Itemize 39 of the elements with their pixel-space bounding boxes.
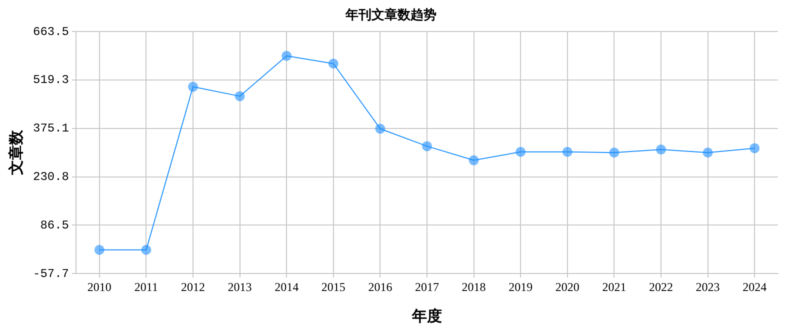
x-tick-label: 2013	[228, 280, 252, 294]
point	[94, 244, 104, 255]
x-tick-label: 2022	[649, 280, 673, 294]
x-tick-label: 2011	[134, 280, 158, 294]
x-tick-label: 2024	[742, 280, 767, 294]
point	[702, 148, 713, 158]
y-tick-label: 375.1	[32, 122, 70, 136]
point	[609, 148, 620, 158]
y-tick-label: 519.3	[32, 73, 70, 88]
y-axis-title: 文章数	[6, 129, 25, 176]
point	[422, 141, 432, 152]
y-tick-label: -57.7	[32, 266, 70, 281]
point	[234, 91, 245, 102]
x-tick-label: 2012	[181, 280, 206, 294]
point	[188, 82, 198, 92]
x-tick-label: 2015	[321, 280, 346, 294]
point	[328, 58, 338, 69]
x-tick-label: 2019	[508, 280, 533, 294]
point	[750, 143, 760, 154]
x-axis-title: 年度	[411, 306, 442, 325]
x-tick-label: 2021	[602, 280, 626, 294]
x-tick-label: 2017	[415, 280, 440, 294]
x-tick-label: 2018	[462, 280, 486, 294]
y-tick-label: 86.5	[40, 218, 70, 232]
y-tick-label: 230.8	[32, 170, 70, 184]
x-tick-label: 2016	[368, 280, 392, 294]
chart-title: 年刊文章数趋势	[344, 7, 436, 22]
x-tick-label: 2010	[87, 280, 112, 294]
point	[468, 155, 479, 166]
x-tick-label: 2014	[274, 280, 299, 294]
point	[375, 124, 386, 134]
point	[141, 244, 152, 255]
x-tick-label: 2023	[696, 280, 720, 294]
x-tick-label: 2020	[555, 280, 580, 294]
y-tick-label: 663.5	[32, 24, 70, 39]
point	[282, 50, 292, 61]
point	[516, 146, 526, 157]
point	[562, 146, 572, 157]
point	[656, 144, 666, 155]
